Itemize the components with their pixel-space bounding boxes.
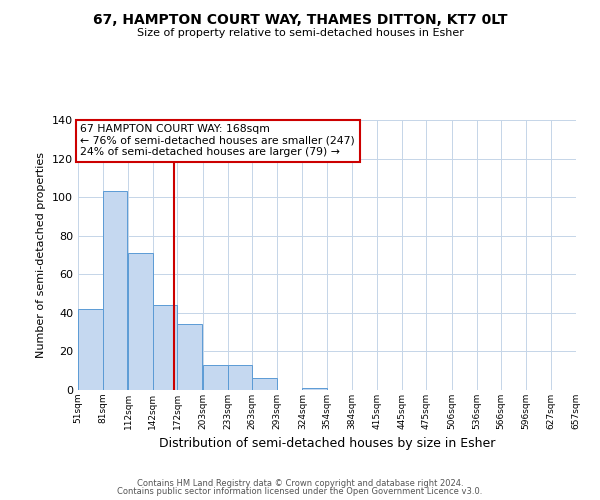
Bar bbox=[78, 309, 103, 390]
Bar bbox=[153, 305, 178, 390]
Y-axis label: Number of semi-detached properties: Number of semi-detached properties bbox=[37, 152, 46, 358]
Bar bbox=[576, 386, 600, 390]
Text: Contains HM Land Registry data © Crown copyright and database right 2024.: Contains HM Land Registry data © Crown c… bbox=[137, 478, 463, 488]
Bar bbox=[302, 388, 327, 390]
Text: 67 HAMPTON COURT WAY: 168sqm
← 76% of semi-detached houses are smaller (247)
24%: 67 HAMPTON COURT WAY: 168sqm ← 76% of se… bbox=[80, 124, 355, 157]
Bar bbox=[178, 324, 202, 390]
X-axis label: Distribution of semi-detached houses by size in Esher: Distribution of semi-detached houses by … bbox=[159, 438, 495, 450]
Text: Size of property relative to semi-detached houses in Esher: Size of property relative to semi-detach… bbox=[137, 28, 463, 38]
Bar bbox=[227, 365, 252, 390]
Text: 67, HAMPTON COURT WAY, THAMES DITTON, KT7 0LT: 67, HAMPTON COURT WAY, THAMES DITTON, KT… bbox=[93, 12, 507, 26]
Text: Contains public sector information licensed under the Open Government Licence v3: Contains public sector information licen… bbox=[118, 487, 482, 496]
Bar bbox=[203, 365, 227, 390]
Bar bbox=[103, 192, 127, 390]
Bar bbox=[252, 378, 277, 390]
Bar bbox=[128, 253, 153, 390]
